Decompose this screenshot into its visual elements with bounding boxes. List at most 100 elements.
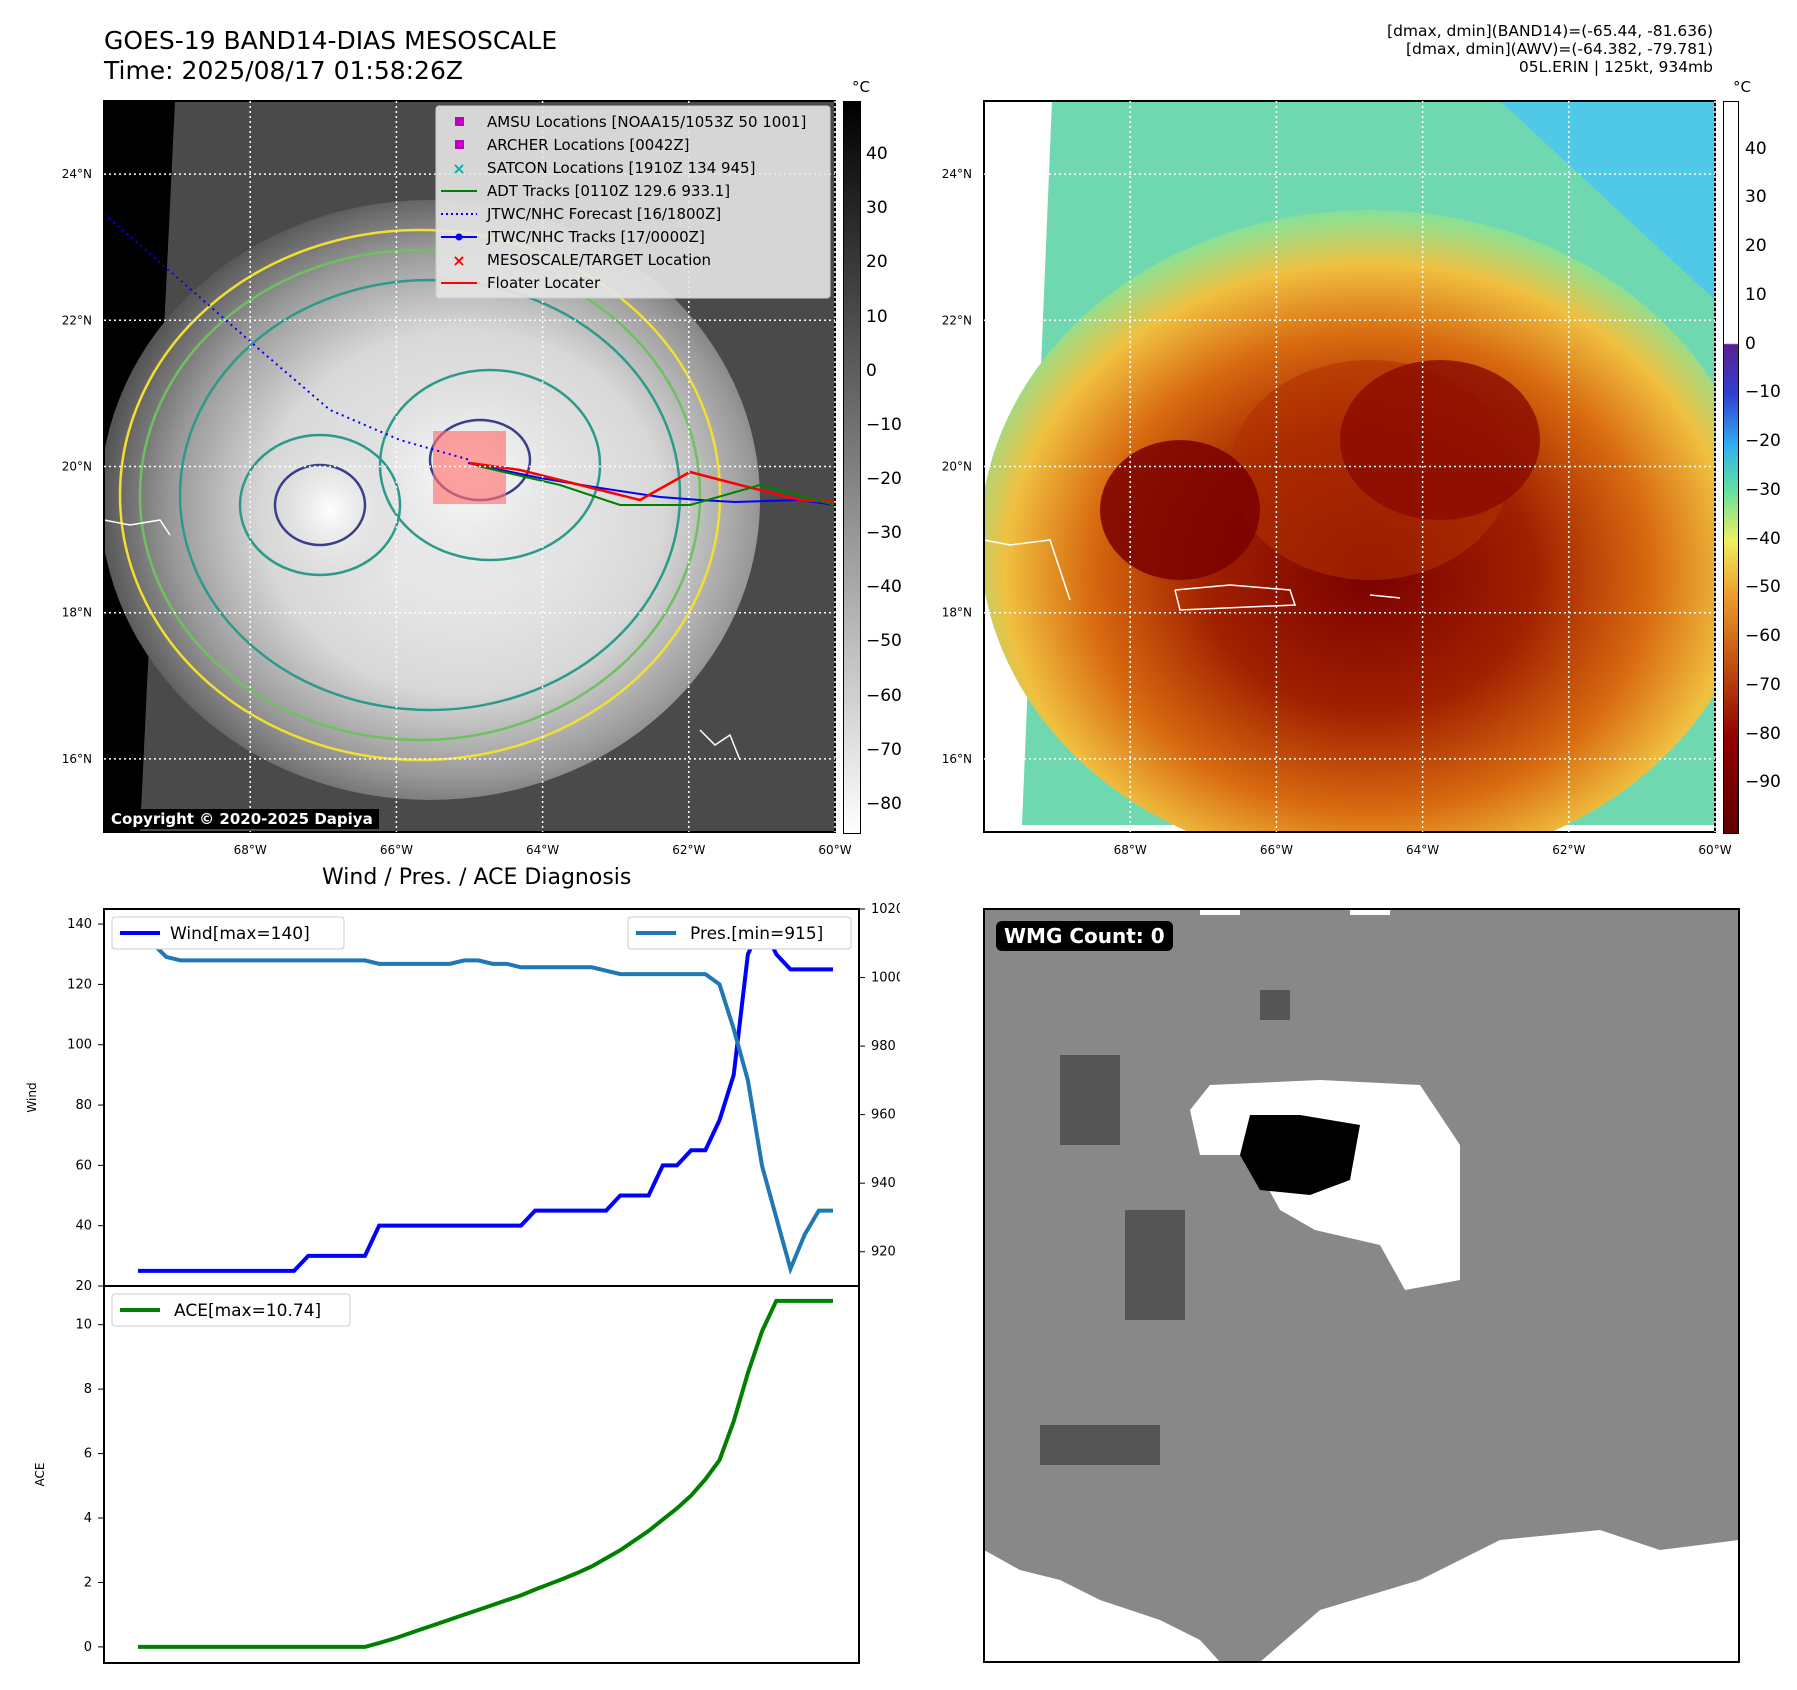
- ace-tick-label: 4: [84, 1511, 92, 1526]
- ace-tick-label: 10: [75, 1318, 92, 1333]
- wind-series-line: [138, 919, 833, 1273]
- lat-tick-label: 22°N: [942, 313, 972, 327]
- colorbar-tick-label: −10: [1745, 382, 1781, 403]
- colorbar-gray-unit: °C: [852, 78, 870, 96]
- lon-tick-label: 68°W: [234, 843, 267, 857]
- colorbar-tick-label: −40: [866, 577, 902, 598]
- pressure-legend-label: Pres.[min=915]: [690, 924, 823, 944]
- ace-tick-label: 2: [84, 1575, 92, 1590]
- legend-label: SATCON Locations [1910Z 134 945]: [487, 159, 755, 177]
- colorbar-tick-label: −60: [866, 685, 902, 706]
- colorbar-tick-label: −40: [1745, 528, 1781, 549]
- diagnosis-charts: 2040608010012014092094096098010001020Win…: [25, 902, 900, 1664]
- wind-tick-label: 80: [75, 1098, 92, 1113]
- colorbar-tick-label: 10: [866, 306, 888, 327]
- legend-marker-x: ×: [452, 251, 465, 270]
- chart-title: Wind / Pres. / ACE Diagnosis: [322, 865, 632, 890]
- title-line-1: GOES-19 BAND14-DIAS MESOSCALE: [104, 26, 558, 55]
- colorbar-tick-label: −10: [866, 414, 902, 435]
- figure-title: GOES-19 BAND14-DIAS MESOSCALE Time: 2025…: [104, 26, 557, 86]
- ir-grayscale-map: AMSU Locations [NOAA15/1053Z 50 1001] ARC…: [62, 100, 852, 857]
- copyright-label: Copyright © 2020-2025 Dapiya: [105, 809, 379, 829]
- colorbar-color-unit: °C: [1733, 78, 1751, 96]
- lat-tick-label: 24°N: [942, 167, 972, 181]
- colorbar-tick-label: −30: [866, 523, 902, 544]
- diagnostic-info: [dmax, dmin](BAND14)=(-65.44, -81.636) […: [1387, 22, 1713, 76]
- lat-tick-label: 18°N: [62, 606, 92, 620]
- pressure-legend-box: [627, 916, 852, 950]
- colorbar-tick-label: −20: [866, 469, 902, 490]
- wmg-panel: [983, 908, 1740, 1663]
- wind-tick-label: 40: [75, 1219, 92, 1234]
- colorbar-tick-label: 0: [1745, 333, 1756, 354]
- lon-tick-label: 68°W: [1114, 843, 1147, 857]
- ace-chart-frame: [103, 1285, 860, 1664]
- legend-marker-x: ×: [452, 159, 465, 178]
- colorbar-tick-label: −50: [866, 631, 902, 652]
- pressure-tick-label: 1000: [871, 971, 900, 986]
- colorbar-tick-label: −20: [1745, 431, 1781, 452]
- lon-tick-label: 64°W: [1406, 843, 1439, 857]
- lat-tick-label: 16°N: [62, 752, 92, 766]
- lon-tick-label: 66°W: [1260, 843, 1293, 857]
- colorbar-tick-label: 20: [1745, 236, 1767, 257]
- info-line-3: 05L.ERIN | 125kt, 934mb: [1518, 58, 1713, 76]
- wind-tick-label: 120: [67, 977, 92, 992]
- colorbar-gray: [843, 101, 861, 834]
- lon-tick-label: 60°W: [818, 843, 851, 857]
- pressure-series-line: [138, 941, 833, 1276]
- colorbar-tick-label: −90: [1745, 772, 1781, 793]
- ace-tick-label: 8: [84, 1382, 92, 1397]
- lat-tick-label: 22°N: [62, 313, 92, 327]
- map-legend: AMSU Locations [NOAA15/1053Z 50 1001] ARC…: [435, 105, 831, 299]
- legend-label: JTWC/NHC Forecast [16/1800Z]: [486, 205, 721, 223]
- colorbar-tick-label: 30: [1745, 187, 1767, 208]
- lat-tick-label: 18°N: [942, 606, 972, 620]
- colorbar-tick-label: −70: [866, 739, 902, 760]
- ir-color-map: 68°W 66°W 64°W 62°W 60°W 24°N 22°N 20°N 18°N 16°N: [942, 100, 1732, 857]
- lat-tick-label: 16°N: [942, 752, 972, 766]
- colorbar-tick-label: 40: [866, 144, 888, 165]
- wind-axis-label: Wind: [25, 1082, 39, 1112]
- legend-marker-square: [455, 117, 464, 126]
- colorbar-tick-label: −70: [1745, 674, 1781, 695]
- colorbar-tick-label: 30: [866, 198, 888, 219]
- pressure-tick-label: 920: [871, 1245, 896, 1260]
- legend-label: Floater Locater: [487, 274, 601, 292]
- legend-marker-dot: [455, 233, 463, 241]
- legend-label: ARCHER Locations [0042Z]: [487, 136, 690, 154]
- wmg-count-label: WMG Count: 0: [996, 921, 1173, 951]
- colorbar-tick-label: −30: [1745, 479, 1781, 500]
- pressure-tick-label: 1020: [871, 902, 900, 917]
- wind-pressure-chart: 20 40 60 80 100 120 140 920 940 960 980 1000 1020 Win…: [25, 902, 900, 1294]
- ace-legend-box: [111, 1293, 351, 1327]
- colorbar-tick-label: −60: [1745, 626, 1781, 647]
- wind-tick-label: 60: [75, 1158, 92, 1173]
- colorbar-tick-label: −80: [1745, 723, 1781, 744]
- pressure-tick-label: 940: [871, 1176, 896, 1191]
- ace-tick-label: 0: [84, 1640, 92, 1655]
- wind-tick-label: 100: [67, 1038, 92, 1053]
- lon-tick-label: 62°W: [1552, 843, 1585, 857]
- ace-tick-label: 6: [84, 1447, 92, 1462]
- pressure-tick-label: 980: [871, 1039, 896, 1054]
- wind-tick-label: 20: [75, 1279, 92, 1294]
- wind-tick-label: 140: [67, 917, 92, 932]
- info-line-2: [dmax, dmin](AWV)=(-64.382, -79.781): [1406, 40, 1713, 58]
- legend-marker-square: [455, 140, 464, 149]
- colorbar-tick-label: −50: [1745, 577, 1781, 598]
- colorbar-tick-label: 0: [866, 360, 877, 381]
- lat-tick-label: 24°N: [62, 167, 92, 181]
- pressure-tick-label: 960: [871, 1108, 896, 1123]
- lat-tick-label: 20°N: [942, 460, 972, 474]
- legend-box: [435, 105, 831, 299]
- legend-label: MESOSCALE/TARGET Location: [487, 251, 711, 269]
- ace-chart: 0 2 4 6 8 10 ACE ACE[max=10.74]: [33, 1285, 860, 1664]
- lon-tick-label: 60°W: [1698, 843, 1731, 857]
- colorbar-tick-label: 10: [1745, 284, 1767, 305]
- lon-tick-label: 64°W: [526, 843, 559, 857]
- wind-legend-label: Wind[max=140]: [170, 924, 310, 944]
- ace-series-line: [138, 1298, 833, 1649]
- lon-tick-label: 66°W: [380, 843, 413, 857]
- colorbar-color: [1723, 101, 1739, 834]
